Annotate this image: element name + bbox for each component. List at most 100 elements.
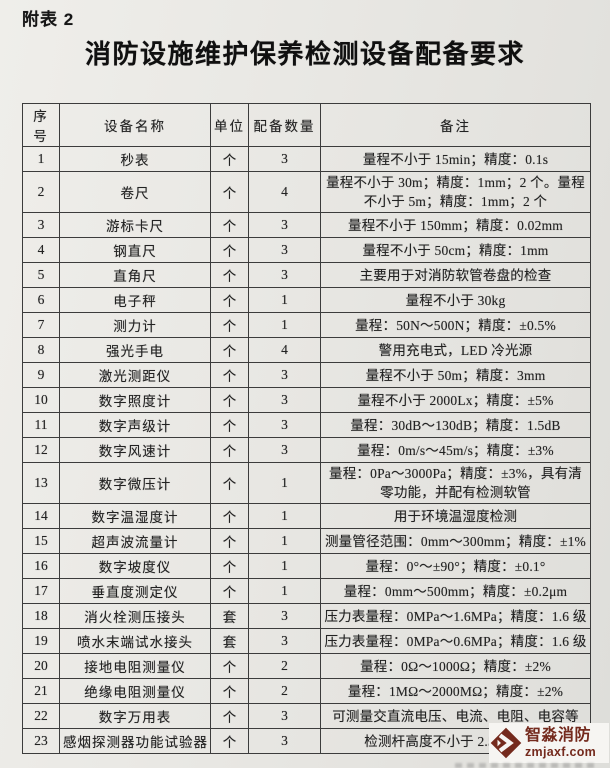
cell-qty: 3 xyxy=(248,237,321,263)
cell-unit: 个 xyxy=(210,312,249,338)
table-row: 8 强光手电个 4 警用充电式，LED 冷光源 xyxy=(22,337,591,363)
cell-remark: 用于环境温湿度检测 xyxy=(320,503,591,529)
cell-qty: 3 xyxy=(248,212,321,238)
cell-no: 10 xyxy=(22,387,60,413)
cell-name: 数字照度计 xyxy=(59,387,211,413)
cell-no: 8 xyxy=(22,337,60,363)
cell-qty: 1 xyxy=(248,578,321,604)
table-row: 18 消火栓测压接头套 3 压力表量程：0MPa～1.6MPa；精度：1.6 级 xyxy=(22,603,591,629)
cell-unit: 个 xyxy=(210,528,249,554)
cell-no: 16 xyxy=(22,553,60,579)
cell-no: 6 xyxy=(22,287,60,313)
watermark-text: 智淼消防 zmjaxf.com xyxy=(525,726,597,759)
cell-remark: 量程：0m/s～45m/s；精度：±3% xyxy=(320,437,591,463)
cell-no: 21 xyxy=(22,678,60,704)
table-row: 5 直角尺个 3 主要用于对消防软管卷盘的检查 xyxy=(22,262,591,288)
cell-qty: 3 xyxy=(248,703,321,729)
table-row: 4 钢直尺个 3 量程不小于 50cm；精度：1mm xyxy=(22,237,591,263)
cell-unit: 个 xyxy=(210,337,249,363)
cell-qty: 4 xyxy=(248,171,321,213)
table-row: 13 数字微压计个 1 量程：0Pa～3000Pa；精度：±3%，具有清零功能，并配有… xyxy=(22,462,591,504)
cell-remark: 量程：1MΩ～2000MΩ；精度：±2% xyxy=(320,678,591,704)
cell-qty: 3 xyxy=(248,412,321,438)
cell-no: 7 xyxy=(22,312,60,338)
cell-name: 接地电阻测量仪 xyxy=(59,653,211,679)
cell-unit: 个 xyxy=(210,287,249,313)
cell-name: 游标卡尺 xyxy=(59,212,211,238)
table-row: 19 喷水末端试水接头套 3 压力表量程：0MPa～0.6MPa；精度：1.6 级 xyxy=(22,628,591,654)
table-row: 2 卷尺个 4 量程不小于 30m；精度：1mm；2 个。量程不小于 5m；精度：1m… xyxy=(22,171,591,213)
cell-no: 3 xyxy=(22,212,60,238)
cell-qty: 2 xyxy=(248,653,321,679)
table-row: 11 数字声级计个 3 量程：30dB～130dB；精度：1.5dB xyxy=(22,412,591,438)
cell-unit: 个 xyxy=(210,212,249,238)
cell-name: 测力计 xyxy=(59,312,211,338)
table-row: 7 测力计个 1 量程：50N～500N；精度：±0.5% xyxy=(22,312,591,338)
scan-artifact xyxy=(455,763,595,768)
cell-no: 11 xyxy=(22,412,60,438)
cell-name: 消火栓测压接头 xyxy=(59,603,211,629)
header-unit: 单位 xyxy=(210,103,249,147)
watermark-domain: zmjaxf.com xyxy=(525,744,597,759)
cell-remark: 测量管径范围：0mm～300mm；精度：±1% xyxy=(320,528,591,554)
table-row: 17 垂直度测定仪个 1 量程：0mm～500mm；精度：±0.2μm xyxy=(22,578,591,604)
cell-remark: 量程不小于 150mm；精度：0.02mm xyxy=(320,212,591,238)
cell-no: 19 xyxy=(22,628,60,654)
cell-qty: 1 xyxy=(248,312,321,338)
watermark-name: 智淼消防 xyxy=(525,726,592,744)
cell-remark: 量程不小于 30m；精度：1mm；2 个。量程不小于 5m；精度：1mm；2 个 xyxy=(320,171,591,213)
cell-no: 22 xyxy=(22,703,60,729)
cell-name: 秒表 xyxy=(59,146,211,172)
cell-qty: 3 xyxy=(248,603,321,629)
header-qty: 配备数量 xyxy=(248,103,321,147)
cell-qty: 1 xyxy=(248,528,321,554)
cell-unit: 个 xyxy=(210,703,249,729)
cell-remark: 量程：50N～500N；精度：±0.5% xyxy=(320,312,591,338)
cell-unit: 个 xyxy=(210,462,249,504)
cell-qty: 3 xyxy=(248,437,321,463)
cell-unit: 个 xyxy=(210,503,249,529)
cell-qty: 3 xyxy=(248,728,321,754)
cell-name: 数字声级计 xyxy=(59,412,211,438)
header-remark: 备注 xyxy=(320,103,591,147)
cell-name: 钢直尺 xyxy=(59,237,211,263)
cell-qty: 1 xyxy=(248,462,321,504)
cell-no: 17 xyxy=(22,578,60,604)
cell-name: 数字风速计 xyxy=(59,437,211,463)
cell-remark: 量程不小于 30kg xyxy=(320,287,591,313)
equipment-table: 序号 设备名称 单位 配备数量 备注 1 秒表个 3 量程不小于 15min；精度：0… xyxy=(22,103,591,754)
cell-name: 超声波流量计 xyxy=(59,528,211,554)
watermark-logo: 智淼消防 zmjaxf.com xyxy=(489,723,609,763)
cell-unit: 个 xyxy=(210,262,249,288)
cell-name: 直角尺 xyxy=(59,262,211,288)
cell-no: 18 xyxy=(22,603,60,629)
cell-qty: 3 xyxy=(248,628,321,654)
cell-name: 电子秤 xyxy=(59,287,211,313)
table-header-row: 序号 设备名称 单位 配备数量 备注 xyxy=(22,103,591,147)
cell-no: 14 xyxy=(22,503,60,529)
cell-remark: 量程：30dB～130dB；精度：1.5dB xyxy=(320,412,591,438)
cell-qty: 3 xyxy=(248,387,321,413)
cell-name: 卷尺 xyxy=(59,171,211,213)
cell-unit: 个 xyxy=(210,437,249,463)
cell-remark: 主要用于对消防软管卷盘的检查 xyxy=(320,262,591,288)
cell-no: 4 xyxy=(22,237,60,263)
table-row: 1 秒表个 3 量程不小于 15min；精度：0.1s xyxy=(22,146,591,172)
table-row: 15 超声波流量计个 1 测量管径范围：0mm～300mm；精度：±1% xyxy=(22,528,591,554)
cell-remark: 压力表量程：0MPa～0.6MPa；精度：1.6 级 xyxy=(320,628,591,654)
cell-remark: 量程：0Pa～3000Pa；精度：±3%，具有清零功能，并配有检测软管 xyxy=(320,462,591,504)
cell-name: 数字微压计 xyxy=(59,462,211,504)
cell-qty: 3 xyxy=(248,362,321,388)
cell-no: 12 xyxy=(22,437,60,463)
cell-name: 数字万用表 xyxy=(59,703,211,729)
cell-no: 5 xyxy=(22,262,60,288)
table-row: 9 激光测距仪个 3 量程不小于 50m；精度：3mm xyxy=(22,362,591,388)
cell-name: 激光测距仪 xyxy=(59,362,211,388)
cell-qty: 1 xyxy=(248,553,321,579)
cell-remark: 压力表量程：0MPa～1.6MPa；精度：1.6 级 xyxy=(320,603,591,629)
cell-unit: 个 xyxy=(210,678,249,704)
cell-remark: 量程：0°～±90°；精度：±0.1° xyxy=(320,553,591,579)
table-row: 14 数字温湿度计个 1 用于环境温湿度检测 xyxy=(22,503,591,529)
cell-no: 9 xyxy=(22,362,60,388)
